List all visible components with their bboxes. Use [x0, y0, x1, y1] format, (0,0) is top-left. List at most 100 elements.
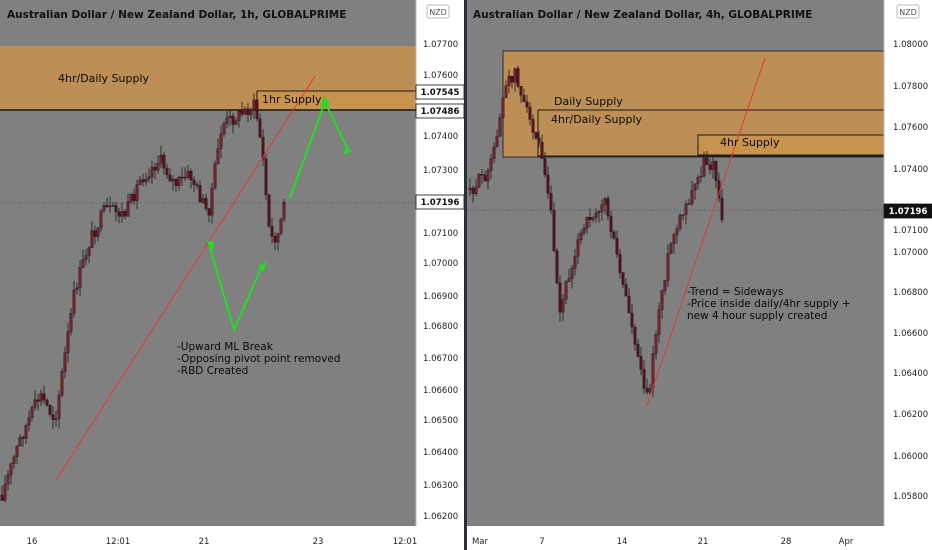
price-label-box [883, 203, 932, 219]
y-tick-label: 1.06900 [423, 292, 458, 302]
candle-body [594, 212, 598, 218]
chart-panel-4h[interactable]: Australian Dollar / New Zealand Dollar, … [467, 0, 932, 550]
candle-body [531, 119, 535, 133]
candle-body [579, 232, 583, 240]
zone-label-4hr-daily: 4hr/Daily Supply [58, 72, 150, 85]
candle-body [468, 187, 472, 191]
x-tick-label: 12:01 [393, 537, 418, 547]
candle-body [99, 210, 103, 229]
y-tick-label: 1.06200 [893, 410, 928, 420]
candle-body [195, 184, 199, 186]
candle-body [0, 494, 4, 501]
candle-body [186, 171, 190, 179]
annotation-line: -Upward ML Break [177, 341, 274, 353]
candle-body [105, 204, 109, 208]
x-tick-label: Mar [472, 537, 489, 547]
candle-body [33, 399, 37, 408]
annotation-line: -Trend = Sideways [687, 286, 783, 298]
candle-body [555, 250, 559, 284]
candle-body [51, 414, 55, 420]
candle-body [183, 176, 187, 179]
y-tick-label: 1.05800 [893, 492, 928, 502]
panel-divider[interactable] [464, 0, 467, 550]
candle-body [600, 204, 604, 212]
candle-body [3, 484, 7, 501]
chart-title-4h: Australian Dollar / New Zealand Dollar, … [473, 9, 812, 21]
y-tick-label: 1.07600 [423, 71, 458, 81]
candle-body [675, 228, 679, 235]
currency-badge-text: NZD [429, 8, 447, 17]
x-tick-label: 16 [27, 537, 38, 547]
candle-body [12, 456, 16, 464]
candle-body [693, 183, 697, 191]
candle-body [546, 174, 550, 194]
candle-body [513, 68, 517, 83]
candle-body [648, 388, 652, 393]
candle-body [639, 356, 643, 370]
candle-body [84, 255, 88, 260]
price-labels-1h: 1.07545 1.07486 1.07196 [415, 84, 465, 210]
candle-body [60, 371, 64, 396]
candle-body [708, 164, 712, 170]
candle-body [267, 194, 271, 227]
y-tick-label: 1.07600 [893, 123, 928, 133]
x-axis-4h[interactable] [467, 526, 932, 550]
y-tick-label: 1.07000 [423, 259, 458, 269]
y-tick-label: 1.06800 [893, 288, 928, 298]
candle-body [162, 154, 166, 169]
y-tick-label: 1.06200 [423, 512, 458, 522]
x-axis-1h[interactable] [0, 526, 464, 550]
candle-body [42, 393, 46, 401]
candle-body [126, 201, 130, 217]
annotation-line: new 4 hour supply created [687, 310, 827, 322]
candle-body [498, 117, 502, 137]
candle-body [165, 167, 169, 176]
currency-badge-text: NZD [899, 8, 917, 17]
candle-body [630, 312, 634, 328]
y-tick-label: 1.06000 [893, 452, 928, 462]
candle-body [489, 158, 493, 171]
y-tick-label: 1.06600 [893, 329, 928, 339]
y-tick-label: 1.06300 [423, 481, 458, 491]
candle-body [705, 157, 709, 165]
candle-body [180, 176, 184, 179]
candle-body [687, 203, 691, 205]
candle-body [570, 268, 574, 279]
candle-body [132, 194, 136, 201]
candle-body [15, 445, 19, 458]
candle-body [672, 234, 676, 245]
candle-body [18, 437, 22, 447]
candle-body [504, 85, 508, 99]
candle-body [234, 120, 238, 125]
candle-body [576, 239, 580, 257]
candle-body [522, 95, 526, 102]
price-label-text: 1.07545 [421, 88, 460, 98]
currency-badge-4h[interactable] [896, 4, 920, 19]
price-label-text: 1.07486 [421, 107, 460, 117]
chart-panel-1h[interactable]: Australian Dollar / New Zealand Dollar, … [0, 0, 465, 550]
candle-body [666, 253, 670, 281]
y-tick-label: 1.08000 [893, 40, 928, 50]
candle-body [147, 176, 151, 180]
candle-body [543, 158, 547, 176]
candle-body [249, 109, 253, 116]
candle-body [276, 233, 280, 243]
candle-body [270, 226, 274, 237]
candle-body [528, 106, 532, 120]
currency-badge-1h[interactable] [426, 4, 450, 19]
y-tick-label: 1.07800 [893, 82, 928, 92]
candle-body [657, 309, 661, 335]
candle-body [495, 135, 499, 148]
y-axis-4h[interactable] [884, 0, 932, 526]
candle-body [564, 281, 568, 300]
candle-body [30, 407, 34, 418]
candle-body [615, 237, 619, 255]
candle-body [486, 170, 490, 182]
candle-body [654, 334, 658, 354]
candle-body [198, 185, 202, 203]
candle-body [156, 162, 160, 171]
candle-body [279, 219, 283, 234]
candle-body [204, 198, 208, 209]
candle-body [240, 110, 244, 115]
annotation-line: -Opposing pivot point removed [177, 353, 340, 365]
